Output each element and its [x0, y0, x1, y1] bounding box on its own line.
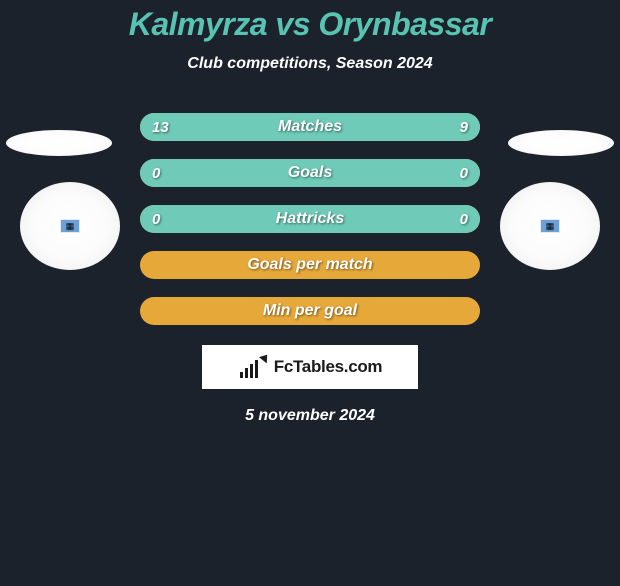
stat-value-left: 13 — [152, 119, 169, 136]
stat-fill-left — [140, 159, 310, 187]
stat-value-right: 0 — [460, 211, 468, 228]
stat-fill-right — [310, 159, 480, 187]
brand-logo-icon — [238, 356, 268, 378]
brand-text: FcTables.com — [274, 357, 383, 377]
stat-label: Min per goal — [263, 302, 357, 320]
stat-row: 13 9 Matches — [140, 113, 480, 141]
stat-label: Matches — [278, 118, 342, 136]
stats-container: 13 9 Matches 0 0 Goals 0 0 Hattricks Goals per ma… — [0, 113, 620, 325]
stat-value-left: 0 — [152, 211, 160, 228]
brand-watermark: FcTables.com — [202, 345, 418, 389]
stat-value-left: 0 — [152, 165, 160, 182]
stat-label: Goals — [288, 164, 332, 182]
stat-row: 0 0 Hattricks — [140, 205, 480, 233]
stat-value-right: 0 — [460, 165, 468, 182]
stat-value-right: 9 — [460, 119, 468, 136]
stat-label: Hattricks — [276, 210, 344, 228]
stats-bar-list: 13 9 Matches 0 0 Goals 0 0 Hattricks Goals per ma… — [140, 113, 480, 325]
stat-row: Min per goal — [140, 297, 480, 325]
comparison-subtitle: Club competitions, Season 2024 — [0, 55, 620, 73]
generation-date: 5 november 2024 — [0, 407, 620, 425]
comparison-title: Kalmyrza vs Orynbassar — [0, 6, 620, 43]
stat-row: 0 0 Goals — [140, 159, 480, 187]
stat-label: Goals per match — [247, 256, 372, 274]
stat-row: Goals per match — [140, 251, 480, 279]
